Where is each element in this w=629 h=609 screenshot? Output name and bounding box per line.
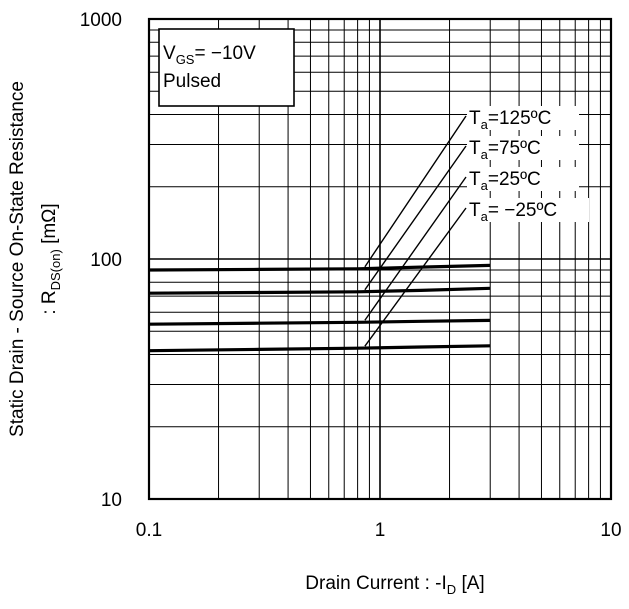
series-label-bg (467, 167, 579, 191)
y-axis-label-line2: : RDS(on) [mΩ] (39, 203, 63, 314)
series-label-sub: a (481, 209, 489, 224)
legend-pulsed-text: Pulsed (163, 71, 221, 92)
x-axis-label-main: Drain Current : -I (305, 573, 446, 594)
plot-frame (147, 17, 613, 501)
series-label-bg (467, 106, 579, 130)
series-leader-1 (364, 145, 467, 291)
series-label-tail: =125ºC (488, 108, 551, 129)
series-label-tail: =25ºC (488, 169, 541, 190)
x-axis-label-tail: [A] (456, 573, 485, 594)
series-leader-lines (364, 115, 467, 347)
y-axis-label-line2-main: : R (39, 290, 60, 314)
legend-vgs-text: VGS= −10V (163, 43, 256, 67)
series-label-sub: a (481, 147, 489, 162)
legend-box: VGS= −10V Pulsed (158, 28, 295, 107)
series-label-sub: a (481, 117, 489, 132)
series-label-2: Ta=25ºC (469, 169, 541, 193)
series-leader-0 (364, 115, 467, 268)
y-tick-label: 10 (101, 490, 122, 511)
series-label-main: T (469, 138, 481, 159)
series-label-0: Ta=125ºC (469, 108, 551, 132)
series-label-main: T (469, 108, 481, 129)
series-leader-3 (364, 207, 467, 347)
y-axis-label: Static Drain - Source On-State Resistanc… (7, 81, 63, 437)
series-label-tail: = −25ºC (488, 200, 557, 221)
series-label-bg (467, 198, 589, 222)
legend-frame (158, 28, 295, 107)
x-tick-label: 0.1 (136, 520, 162, 541)
x-tick-label: 10 (600, 520, 621, 541)
series-group (148, 263, 491, 353)
y-axis-label-line1: Static Drain - Source On-State Resistanc… (7, 81, 28, 437)
series-label-3: Ta= −25ºC (469, 200, 557, 224)
series-label-1: Ta=75ºC (469, 138, 541, 162)
x-axis-label-sub: D (447, 582, 456, 597)
series-line-1 (148, 286, 491, 295)
legend-vgs-main: V (163, 43, 176, 64)
y-axis-label-line2-tail: [mΩ] (39, 203, 60, 249)
y-tick-label: 100 (90, 250, 122, 271)
x-tick-label: 1 (375, 520, 386, 541)
legend-vgs-sub: GS (176, 52, 195, 67)
series-leader-2 (364, 176, 467, 321)
series-label-sub: a (481, 178, 489, 193)
x-axis-label: Drain Current : -ID [A] (305, 573, 484, 597)
series-label-main: T (469, 200, 481, 221)
grid (149, 19, 611, 499)
series-label-main: T (469, 169, 481, 190)
series-line-3 (148, 344, 491, 353)
tick-labels: 0.1 1 10 10 100 1000 (80, 10, 622, 541)
y-tick-label: 1000 (80, 10, 122, 31)
series-label-bg (467, 136, 579, 160)
series-label-tail: =75ºC (488, 138, 541, 159)
y-axis-label-line2-sub: DS(on) (48, 249, 63, 290)
series-line-0 (148, 263, 491, 272)
series-line-2 (148, 318, 491, 326)
legend-vgs-tail: = −10V (194, 43, 256, 64)
